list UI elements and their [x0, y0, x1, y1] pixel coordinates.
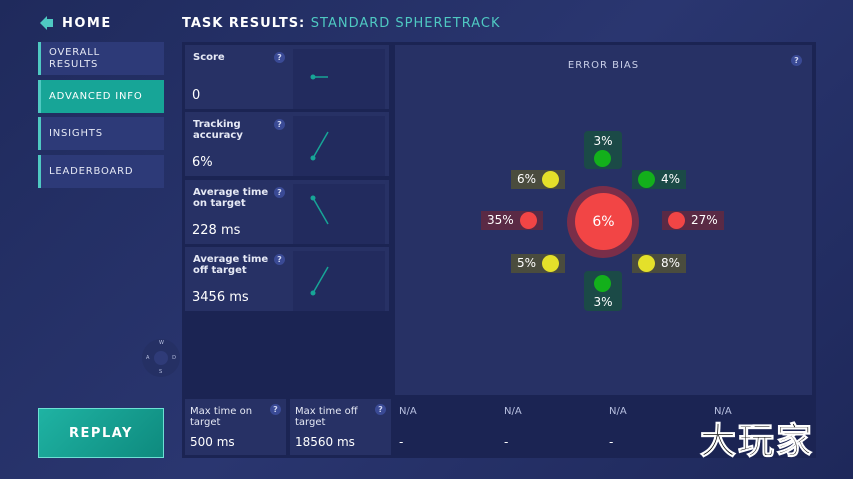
bias-down-right-value: 8% [661, 256, 681, 270]
metric-value: 0 [192, 88, 201, 103]
bias-up-dot [594, 150, 611, 167]
metric-card-avg-time-on-target: Average time on target ? 228 ms [185, 180, 389, 244]
home-label: HOME [62, 15, 112, 31]
metric-value: - [504, 435, 509, 449]
nav-label: INSIGHTS [49, 127, 103, 139]
metric-label: N/A [714, 406, 732, 417]
bias-down-left-dot [542, 255, 560, 272]
compass-a-key: A [146, 355, 150, 361]
metric-card-score: Score ? 0 [185, 45, 389, 109]
avg-time-on-target-sparkline [293, 184, 385, 244]
compass-center [154, 351, 168, 365]
metric-label: Tracking accuracy [193, 119, 243, 141]
nav-label: ADVANCED INFO [49, 90, 143, 102]
bias-right-value: 27% [691, 213, 718, 227]
help-icon[interactable]: ? [274, 119, 285, 130]
bias-right-dot [668, 212, 685, 229]
metric-card-max-time-off-target: Max time off target ? 18560 ms [290, 399, 391, 455]
metric-card-max-time-on-target: Max time on target ? 500 ms [185, 399, 286, 455]
bias-down-left-value: 5% [517, 256, 537, 270]
bias-down-left: 5% [511, 254, 566, 273]
bias-left: 35% [481, 211, 543, 230]
bias-up-left: 6% [511, 170, 566, 189]
metric-value: 500 ms [190, 435, 235, 449]
bias-up-left-dot [542, 171, 560, 188]
metric-label: N/A [609, 406, 627, 417]
replay-button[interactable]: REPLAY [38, 408, 164, 458]
nav-leaderboard[interactable]: LEADERBOARD [38, 155, 164, 188]
bias-down-right: 8% [632, 254, 687, 273]
error-bias-title: ERROR BIAS [567, 60, 640, 71]
metric-label: N/A [504, 406, 522, 417]
metric-card-na-4: N/A [710, 399, 811, 455]
help-icon[interactable]: ? [274, 254, 285, 265]
bias-up-right-dot [638, 171, 655, 188]
metric-label: Max time off target [295, 406, 358, 428]
tracking-accuracy-sparkline [293, 116, 385, 176]
compass-widget: W A D S [142, 339, 180, 377]
center-bias-value: 6% [592, 213, 615, 230]
home-button[interactable]: HOME [40, 15, 112, 31]
nav-label: OVERALL RESULTS [49, 46, 100, 70]
bias-left-dot [519, 212, 537, 229]
metric-label: N/A [399, 406, 417, 417]
metric-value: - [609, 435, 614, 449]
watermark-text: 大玩家 [699, 421, 815, 463]
help-icon[interactable]: ? [274, 52, 285, 63]
metric-card-avg-time-off-target: Average time off target ? 3456 ms [185, 247, 389, 311]
back-arrow-icon [40, 16, 54, 30]
compass-d-key: D [172, 355, 176, 361]
metric-value: 228 ms [192, 223, 241, 238]
help-icon[interactable]: ? [270, 404, 281, 415]
replay-label: REPLAY [69, 425, 133, 441]
help-icon[interactable]: ? [375, 404, 386, 415]
bias-down-value: 3% [593, 295, 613, 309]
metric-value: - [399, 435, 404, 449]
metric-value: 18560 ms [295, 435, 355, 449]
metric-label: Max time on target [190, 406, 253, 428]
score-sparkline [293, 49, 385, 109]
watermark-logo: 大玩家 [699, 420, 815, 464]
bias-down-dot [594, 275, 611, 292]
nav-insights[interactable]: INSIGHTS [38, 117, 164, 150]
metric-card-tracking-accuracy: Tracking accuracy ? 6% [185, 112, 389, 176]
avg-time-off-target-sparkline [293, 251, 385, 311]
title-task-name: STANDARD SPHERETRACK [310, 16, 501, 31]
help-icon[interactable]: ? [791, 55, 802, 66]
bias-up-right: 4% [632, 170, 687, 189]
bias-up-value: 3% [593, 134, 613, 148]
title-prefix: TASK RESULTS: [182, 16, 311, 31]
metric-value: 3456 ms [192, 290, 249, 305]
nav-overall-results[interactable]: OVERALL RESULTS [38, 42, 164, 75]
nav-advanced-info[interactable]: ADVANCED INFO [38, 80, 164, 113]
compass-w-key: W [159, 340, 164, 346]
bias-left-value: 35% [487, 213, 514, 227]
metric-label: Average time on target [193, 187, 269, 209]
compass-s-key: S [159, 369, 163, 375]
bias-up-right-value: 4% [661, 172, 681, 186]
bias-right: 27% [662, 211, 724, 230]
bias-down-right-dot [638, 255, 655, 272]
metric-card-na-3: N/A - [605, 399, 706, 455]
bias-up-left-value: 6% [517, 172, 537, 186]
metric-value: 6% [192, 155, 213, 170]
metric-label: Average time off target [193, 254, 269, 276]
page-title: TASK RESULTS: STANDARD SPHERETRACK [182, 16, 500, 31]
metric-card-na-1: N/A - [395, 399, 496, 455]
center-bias-indicator: 6% [575, 193, 632, 250]
help-icon[interactable]: ? [274, 187, 285, 198]
nav-label: LEADERBOARD [49, 165, 134, 177]
metric-card-na-2: N/A - [500, 399, 601, 455]
metric-label: Score [193, 52, 225, 63]
